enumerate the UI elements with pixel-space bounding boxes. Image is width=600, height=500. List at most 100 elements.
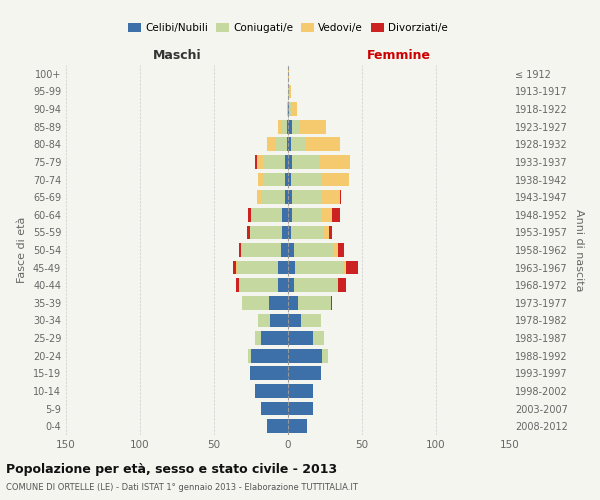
Bar [285,155,288,169]
Bar [287,138,288,151]
Bar [313,331,323,345]
Bar [291,226,323,239]
Text: Maschi: Maschi [152,50,202,62]
Bar [288,67,289,80]
Bar [288,384,313,398]
Legend: Celibi/Nubili, Coniugati/e, Vedovi/e, Divorziati/e: Celibi/Nubili, Coniugati/e, Vedovi/e, Di… [124,18,452,37]
Bar [248,349,251,362]
Bar [292,120,300,134]
Bar [322,172,349,186]
Bar [288,420,307,433]
Bar [291,138,306,151]
Y-axis label: Fasce di età: Fasce di età [17,217,27,283]
Bar [256,155,257,169]
Bar [250,366,288,380]
Bar [265,155,285,169]
Bar [253,208,282,222]
Bar [288,366,320,380]
Bar [256,384,288,398]
Bar [262,402,288,415]
Bar [295,260,343,274]
Bar [291,172,322,186]
Bar [322,190,340,204]
Y-axis label: Anni di nascita: Anni di nascita [574,209,584,291]
Bar [275,138,287,151]
Bar [238,260,278,274]
Bar [247,226,250,239]
Bar [285,172,288,186]
Bar [322,349,328,362]
Bar [329,226,332,239]
Bar [251,349,288,362]
Bar [288,349,322,362]
Bar [340,190,341,204]
Bar [248,208,251,222]
Bar [287,102,288,116]
Bar [282,226,288,239]
Bar [251,208,253,222]
Bar [236,260,238,274]
Bar [256,331,262,345]
Bar [278,120,281,134]
Bar [241,243,242,257]
Bar [242,296,269,310]
Bar [288,102,289,116]
Bar [250,226,282,239]
Bar [262,331,288,345]
Bar [288,314,301,328]
Bar [267,420,288,433]
Bar [288,155,292,169]
Bar [289,84,291,98]
Text: Popolazione per età, sesso e stato civile - 2013: Popolazione per età, sesso e stato civil… [6,462,337,475]
Bar [292,102,297,116]
Bar [270,314,288,328]
Bar [288,226,291,239]
Bar [301,314,320,328]
Bar [289,102,292,116]
Bar [288,402,313,415]
Bar [331,296,332,310]
Bar [288,331,313,345]
Bar [288,296,298,310]
Bar [288,243,294,257]
Bar [269,296,288,310]
Bar [288,260,295,274]
Bar [278,260,288,274]
Bar [257,155,265,169]
Bar [334,243,338,257]
Bar [288,84,289,98]
Bar [236,278,239,292]
Bar [338,243,344,257]
Bar [294,243,334,257]
Bar [259,172,263,186]
Text: Femmine: Femmine [367,50,431,62]
Bar [323,226,329,239]
Bar [262,190,285,204]
Bar [257,190,262,204]
Bar [288,208,292,222]
Bar [278,278,288,292]
Bar [281,243,288,257]
Bar [346,260,358,274]
Bar [282,208,288,222]
Bar [233,260,236,274]
Bar [292,190,322,204]
Bar [285,190,288,204]
Bar [242,243,281,257]
Bar [300,120,326,134]
Bar [294,278,337,292]
Bar [288,120,292,134]
Bar [343,260,346,274]
Bar [239,243,241,257]
Bar [287,120,288,134]
Bar [298,296,331,310]
Bar [319,155,350,169]
Text: COMUNE DI ORTELLE (LE) - Dati ISTAT 1° gennaio 2013 - Elaborazione TUTTITALIA.IT: COMUNE DI ORTELLE (LE) - Dati ISTAT 1° g… [6,484,358,492]
Bar [332,208,340,222]
Bar [259,314,270,328]
Bar [281,120,287,134]
Bar [288,190,292,204]
Bar [322,208,332,222]
Bar [288,172,291,186]
Bar [306,138,340,151]
